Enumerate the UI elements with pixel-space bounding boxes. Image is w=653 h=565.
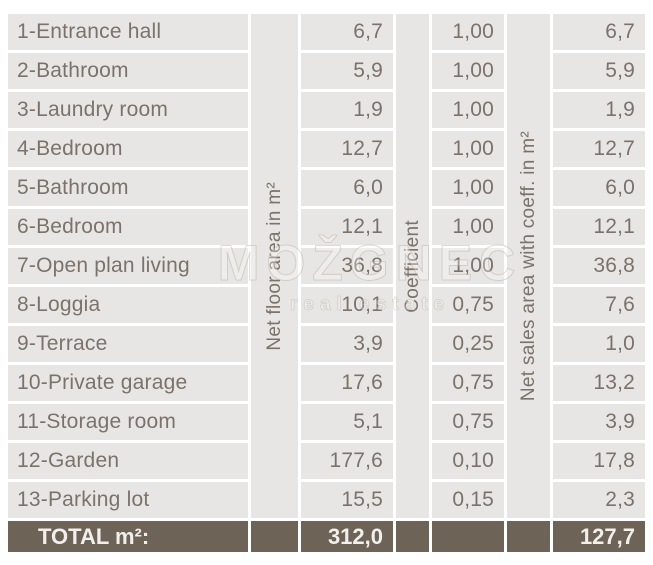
room-name-cell: 5-Bathroom <box>8 170 248 206</box>
coefficient-value-cell: 0,75 <box>432 287 504 323</box>
net-sales-value-cell: 7,6 <box>553 287 645 323</box>
net-floor-value-cell: 12,1 <box>301 209 393 245</box>
room-name-cell: 10-Private garage <box>8 365 248 401</box>
coefficient-value-cell: 0,15 <box>432 482 504 518</box>
total-net-floor-cell: 312,0 <box>301 521 393 552</box>
coefficient-value-cell: 1,00 <box>432 170 504 206</box>
coefficient-value-cell: 1,00 <box>432 14 504 50</box>
area-table: Net floor area in m² Coefficient Net sal… <box>8 14 645 552</box>
column-header-net-sales-area-label: Net sales area with coeff. in m² <box>517 130 539 402</box>
room-name-cell: 9-Terrace <box>8 326 248 362</box>
net-sales-value-cell: 2,3 <box>553 482 645 518</box>
net-floor-value-cell: 177,6 <box>301 443 393 479</box>
column-header-coefficient: Coefficient <box>396 14 429 518</box>
net-sales-value-cell: 12,7 <box>553 131 645 167</box>
room-name-cell: 6-Bedroom <box>8 209 248 245</box>
room-name-cell: 4-Bedroom <box>8 131 248 167</box>
net-floor-value-cell: 15,5 <box>301 482 393 518</box>
net-floor-value-cell: 5,1 <box>301 404 393 440</box>
net-floor-value-cell: 3,9 <box>301 326 393 362</box>
coefficient-value-cell: 0,10 <box>432 443 504 479</box>
net-sales-value-cell: 1,0 <box>553 326 645 362</box>
net-sales-value-cell: 13,2 <box>553 365 645 401</box>
coefficient-value-cell: 1,00 <box>432 131 504 167</box>
net-sales-value-cell: 6,7 <box>553 14 645 50</box>
net-floor-value-cell: 1,9 <box>301 92 393 128</box>
coefficient-value-cell: 0,75 <box>432 365 504 401</box>
coefficient-value-cell: 1,00 <box>432 248 504 284</box>
net-floor-value-cell: 6,0 <box>301 170 393 206</box>
room-name-cell: 13-Parking lot <box>8 482 248 518</box>
column-header-net-sales-area: Net sales area with coeff. in m² <box>507 14 550 518</box>
net-sales-value-cell: 6,0 <box>553 170 645 206</box>
coefficient-value-cell: 0,25 <box>432 326 504 362</box>
room-name-cell: 11-Storage room <box>8 404 248 440</box>
room-name-cell: 7-Open plan living <box>8 248 248 284</box>
room-name-cell: 8-Loggia <box>8 287 248 323</box>
total-spacer-cell <box>432 521 504 552</box>
net-floor-value-cell: 5,9 <box>301 53 393 89</box>
coefficient-value-cell: 1,00 <box>432 53 504 89</box>
total-label-cell: TOTAL m²: <box>8 521 248 552</box>
total-spacer-cell <box>396 521 429 552</box>
net-sales-value-cell: 17,8 <box>553 443 645 479</box>
net-floor-value-cell: 17,6 <box>301 365 393 401</box>
net-sales-value-cell: 3,9 <box>553 404 645 440</box>
net-floor-value-cell: 6,7 <box>301 14 393 50</box>
room-name-cell: 1-Entrance hall <box>8 14 248 50</box>
net-sales-value-cell: 5,9 <box>553 53 645 89</box>
room-name-cell: 3-Laundry room <box>8 92 248 128</box>
column-header-net-floor-area: Net floor area in m² <box>251 14 298 518</box>
column-header-coefficient-label: Coefficient <box>401 219 423 313</box>
room-name-cell: 12-Garden <box>8 443 248 479</box>
net-sales-value-cell: 12,1 <box>553 209 645 245</box>
net-floor-value-cell: 12,7 <box>301 131 393 167</box>
coefficient-value-cell: 1,00 <box>432 209 504 245</box>
net-sales-value-cell: 36,8 <box>553 248 645 284</box>
column-header-net-floor-area-label: Net floor area in m² <box>263 181 285 351</box>
net-floor-value-cell: 36,8 <box>301 248 393 284</box>
coefficient-value-cell: 1,00 <box>432 92 504 128</box>
total-spacer-cell <box>251 521 298 552</box>
net-floor-value-cell: 10,1 <box>301 287 393 323</box>
coefficient-value-cell: 0,75 <box>432 404 504 440</box>
total-net-sales-cell: 127,7 <box>553 521 645 552</box>
room-name-cell: 2-Bathroom <box>8 53 248 89</box>
total-spacer-cell <box>507 521 550 552</box>
net-sales-value-cell: 1,9 <box>553 92 645 128</box>
